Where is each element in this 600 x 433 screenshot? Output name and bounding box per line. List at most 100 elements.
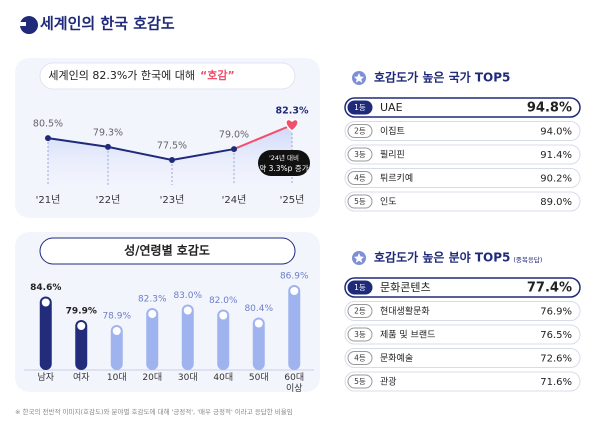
line-area [48,125,292,185]
medal-star [353,73,364,83]
ranking-value: 76.5% [540,330,572,341]
rank: 3등 [354,330,366,339]
x-tick-label: '22년 [96,194,121,206]
value-label: 86.9% [280,272,309,282]
bar [110,325,123,370]
rank: 5등 [354,197,366,206]
ranking-title: 호감도가 높은 국가 TOP5 [374,70,510,85]
value-label: 80.5% [33,119,63,130]
ranking-name: 튀르키예 [380,172,413,184]
rank-pill [347,351,373,365]
annotation: '24년 대비 [269,153,299,162]
ranking-value: 76.9% [540,307,572,318]
value-label: 84.6% [30,283,61,293]
bar-cap [148,310,157,318]
bar-cap [112,327,121,335]
ranking-name: 관광 [380,376,397,388]
rank: 2등 [354,307,366,316]
ranking-value: 90.2% [540,174,572,185]
ranking-value: 77.4% [527,281,572,296]
value-label: 79.3% [93,127,123,138]
value-label: 82.0% [209,296,238,306]
bar-cap [290,287,299,295]
line [47,137,235,162]
ranking-row [344,168,581,188]
ranking-name: 필리핀 [380,149,405,161]
value-label: 77.5% [157,141,187,152]
value-label: 80.4% [244,304,273,314]
bar [288,285,301,370]
line-highlight [233,124,293,150]
heart [285,118,299,132]
ranking-value: 94.0% [540,127,572,138]
bar [39,296,52,370]
rank: 3등 [354,150,366,159]
ranking-name: 이집트 [380,125,405,137]
annotation: 약 3.3%p 증가 [259,163,308,173]
x-tick-label: 남자 [37,373,55,383]
ranking-row [344,97,581,118]
footnote: ※ 한국의 전반적 이미지(호감도)와 분야별 호감도에 대해 '긍정적', '… [15,407,293,416]
line-title-highlight: “호감” [200,68,235,82]
bar-cap [219,311,228,320]
ranking-row [344,348,581,368]
line-title: 세계인의 82.3%가 한국에 대해 [48,68,195,82]
ranking-row [344,371,581,392]
line-title-box [39,62,296,90]
rank-pill [347,374,373,389]
value-label: 82.3% [276,106,309,117]
ranking-value: 72.6% [540,354,572,365]
bar-title: 성/연령별 호감도 [124,243,210,258]
value-label: 78.9% [102,312,131,322]
value-label: 79.0% [219,130,249,141]
rank-pill [347,327,373,342]
rank: 4등 [354,174,366,183]
value-label: 79.9% [66,307,97,317]
point [105,143,111,150]
x-tick-label: '21년 [36,194,61,206]
ranking-value: 71.6% [540,377,572,388]
ranking-row [344,324,581,345]
rank-pill [347,124,373,138]
logo-mark [16,22,26,26]
x-tick-label: 10대 [106,373,127,383]
value-label: 83.0% [173,291,202,301]
x-tick-label: 20대 [142,373,163,383]
bar [146,308,159,370]
ranking-value: 89.0% [540,197,572,208]
ranking-name: 문화예술 [380,353,413,364]
x-tick-label: '24년 [222,194,247,206]
point [45,135,51,142]
ranking-name: 현대생활문화 [380,305,430,317]
x-tick-label: 30대 [177,373,198,383]
ranking-row [344,144,581,165]
bar [252,317,265,370]
ranking-row [344,301,581,321]
logo [20,16,38,35]
annotation-bubble [258,150,310,176]
rank: 5등 [354,377,366,386]
rank: 2등 [354,127,366,136]
ranking-name: 문화콘텐츠 [380,281,431,294]
ranking-name: 인도 [380,197,397,208]
bar-cap [41,298,50,307]
bar-cap [183,306,192,315]
bar [181,304,194,370]
rank: 1등 [354,283,366,292]
page-title: 세계인의 한국 호감도 [40,15,175,33]
bar-cap [254,319,263,328]
rank-pill [347,100,373,115]
bar [217,309,230,370]
medal-star [353,253,364,263]
ranking-value: 94.8% [527,101,572,116]
x-tick-label: 60대 이상 [284,373,305,394]
point [231,146,237,153]
ranking-row [344,121,581,141]
bar [75,320,88,370]
ranking-name: 제품 및 브랜드 [380,329,435,341]
x-tick-label: '25년 [280,194,305,206]
rank: 1등 [354,103,366,112]
rank-pill [347,194,373,209]
